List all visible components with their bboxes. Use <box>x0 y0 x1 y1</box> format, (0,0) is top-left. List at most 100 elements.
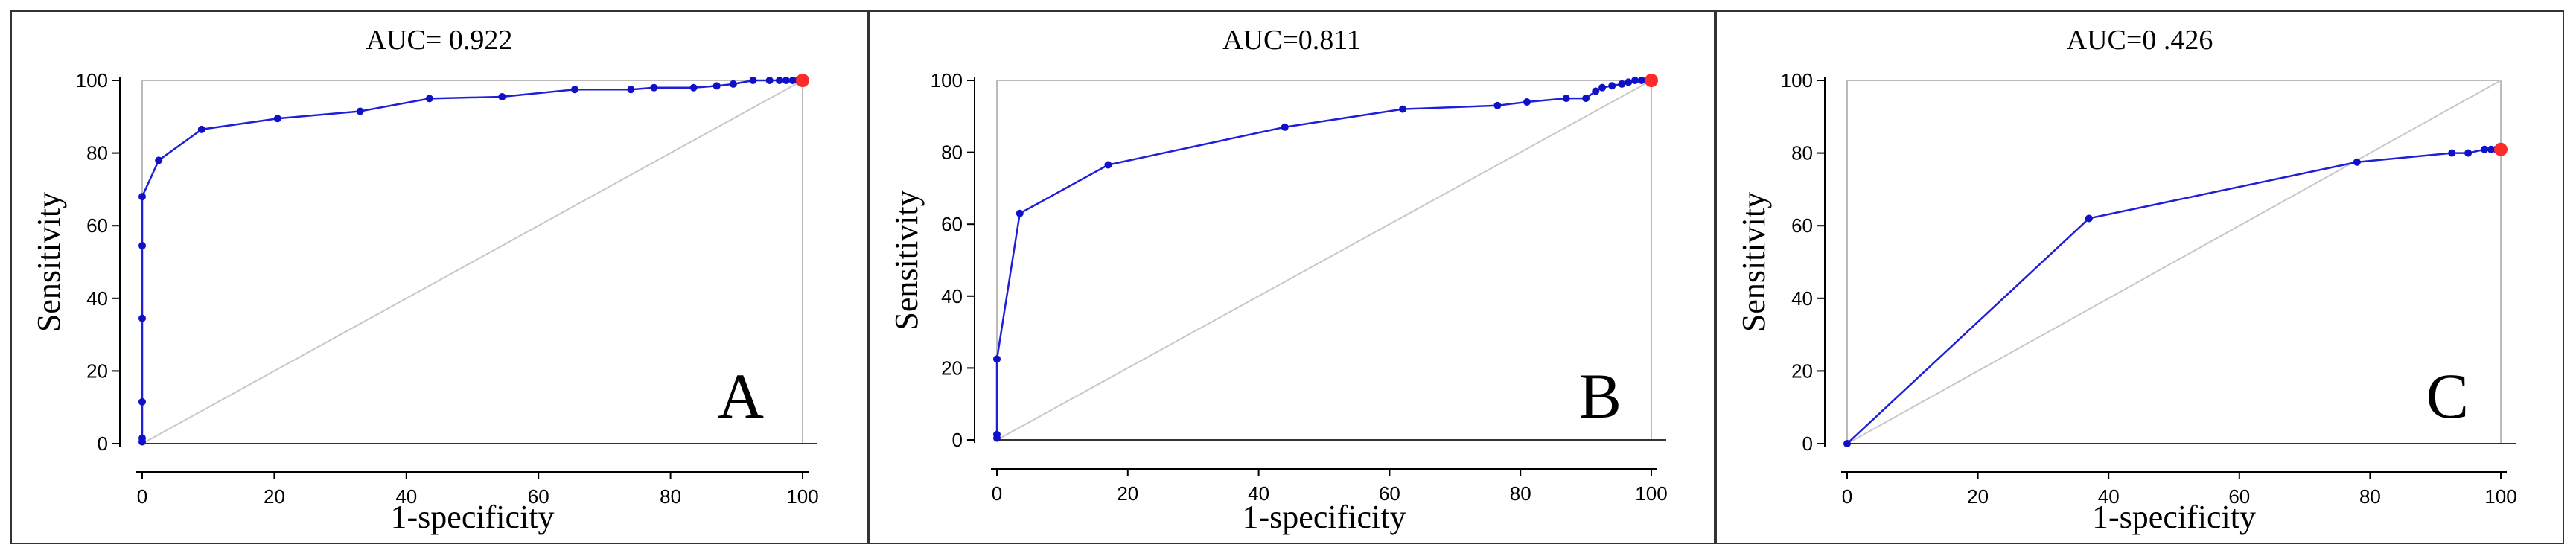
panel-label: C <box>2426 360 2469 432</box>
roc-point <box>782 77 790 84</box>
roc-point <box>2464 149 2473 157</box>
reference-diagonal <box>141 80 803 444</box>
roc-point <box>570 86 578 94</box>
roc-point <box>138 193 146 201</box>
x-tick-label: 100 <box>2484 485 2516 508</box>
chart-title: AUC=0.811 <box>1222 25 1361 56</box>
roc-point <box>749 77 757 84</box>
roc-point <box>138 314 146 322</box>
x-tick-label: 100 <box>1635 482 1667 505</box>
x-tick-label: 0 <box>137 485 147 508</box>
roc-endpoint-marker <box>2494 142 2508 156</box>
roc-point <box>138 397 146 406</box>
y-tick-label: 60 <box>1791 214 1813 237</box>
roc-point <box>993 355 1001 363</box>
roc-point <box>1843 440 1851 447</box>
roc-point <box>1598 83 1607 92</box>
roc-point <box>1625 78 1633 86</box>
roc-point <box>1582 95 1590 103</box>
x-axis-label: 1-specificity <box>2092 499 2256 535</box>
y-tick-label: 20 <box>941 357 963 379</box>
y-tick-label: 40 <box>1791 287 1813 310</box>
roc-point <box>425 95 433 103</box>
roc-point <box>2353 158 2361 166</box>
reference-diagonal <box>1846 80 2502 444</box>
y-axis-label: Sensitivity <box>1735 192 1772 332</box>
roc-point <box>498 92 506 100</box>
x-axis-label: 1-specificity <box>391 499 555 535</box>
y-tick-label: 60 <box>86 214 108 237</box>
y-tick-label: 0 <box>98 432 108 455</box>
roc-point <box>1281 123 1289 131</box>
x-tick-label: 20 <box>264 485 285 508</box>
y-tick-label: 80 <box>1791 142 1813 164</box>
x-tick-label: 100 <box>786 485 818 508</box>
roc-point <box>788 77 797 84</box>
roc-chart-c: AUC=0 .426 0 20 40 60 80 100 0 20 40 60 80 100 1-spec… <box>1735 25 2517 535</box>
roc-point <box>775 77 783 84</box>
x-tick-label: 40 <box>395 485 417 508</box>
roc-point <box>1398 105 1406 113</box>
roc-point <box>993 430 1001 438</box>
roc-point <box>627 86 635 94</box>
y-tick-label: 20 <box>86 360 108 382</box>
y-tick-label: 0 <box>952 429 963 451</box>
roc-panel-a: AUC= 0.922 0 20 40 60 80 100 0 20 40 60 80 100 1-spec… <box>10 10 868 544</box>
panel-label: B <box>1579 360 1622 432</box>
x-tick-label: 60 <box>1379 482 1400 505</box>
roc-point <box>1016 209 1024 217</box>
y-tick-label: 0 <box>1802 432 1813 455</box>
roc-point <box>1523 98 1531 106</box>
roc-point <box>2085 214 2093 223</box>
y-tick-label: 80 <box>941 141 963 164</box>
x-tick-label: 80 <box>660 485 681 508</box>
x-tick-label: 0 <box>992 482 1002 505</box>
y-tick-label: 100 <box>931 69 963 92</box>
x-tick-label: 40 <box>2098 485 2120 508</box>
roc-chart-a: AUC= 0.922 0 20 40 60 80 100 0 20 40 60 80 100 1-spec… <box>31 25 819 535</box>
roc-curve-line <box>1846 148 2501 444</box>
roc-panel-c: AUC=0 .426 0 20 40 60 80 100 0 20 40 60 80 100 1-spec… <box>1715 10 2564 544</box>
roc-point <box>138 242 146 250</box>
roc-point <box>155 156 163 164</box>
x-tick-label: 0 <box>1842 485 1852 508</box>
roc-point <box>2481 145 2489 153</box>
x-tick-label: 60 <box>528 485 549 508</box>
y-tick-label: 100 <box>76 69 108 92</box>
roc-point <box>2487 145 2495 153</box>
y-tick-label: 80 <box>86 142 108 164</box>
x-tick-label: 60 <box>2228 485 2250 508</box>
roc-point <box>1637 77 1645 84</box>
roc-panel-b: AUC=0.811 0 20 40 60 80 100 0 20 40 60 80 100 1-speci… <box>868 10 1715 544</box>
roc-point <box>197 125 205 133</box>
y-tick-label: 40 <box>86 287 108 310</box>
x-tick-label: 80 <box>1510 482 1531 505</box>
roc-point <box>712 82 721 90</box>
roc-point <box>138 434 146 442</box>
roc-point <box>1562 95 1570 103</box>
roc-point <box>1104 161 1112 169</box>
chart-title: AUC=0 .426 <box>2067 25 2213 56</box>
y-tick-label: 40 <box>941 285 963 307</box>
panel-label: A <box>718 360 764 432</box>
roc-point <box>1592 87 1600 95</box>
x-tick-label: 40 <box>1248 482 1269 505</box>
y-tick-label: 60 <box>941 213 963 235</box>
roc-point <box>1631 77 1639 84</box>
roc-point <box>729 80 737 88</box>
x-tick-label: 20 <box>1117 482 1138 505</box>
roc-point <box>689 83 698 92</box>
y-tick-label: 100 <box>1781 69 1813 92</box>
roc-chart-b: AUC=0.811 0 20 40 60 80 100 0 20 40 60 80 100 1-speci… <box>888 25 1668 535</box>
y-tick-label: 20 <box>1791 360 1813 382</box>
roc-point <box>1608 82 1616 90</box>
y-axis-label: Sensitivity <box>31 192 67 332</box>
y-axis-label: Sensitivity <box>888 190 925 330</box>
x-axis-label: 1-specificity <box>1243 499 1406 535</box>
roc-point <box>1493 101 1502 109</box>
chart-title: AUC= 0.922 <box>366 25 513 56</box>
roc-point <box>765 77 774 84</box>
roc-endpoint-marker <box>1645 74 1658 87</box>
reference-diagonal <box>996 80 1652 441</box>
x-tick-label: 80 <box>2359 485 2381 508</box>
